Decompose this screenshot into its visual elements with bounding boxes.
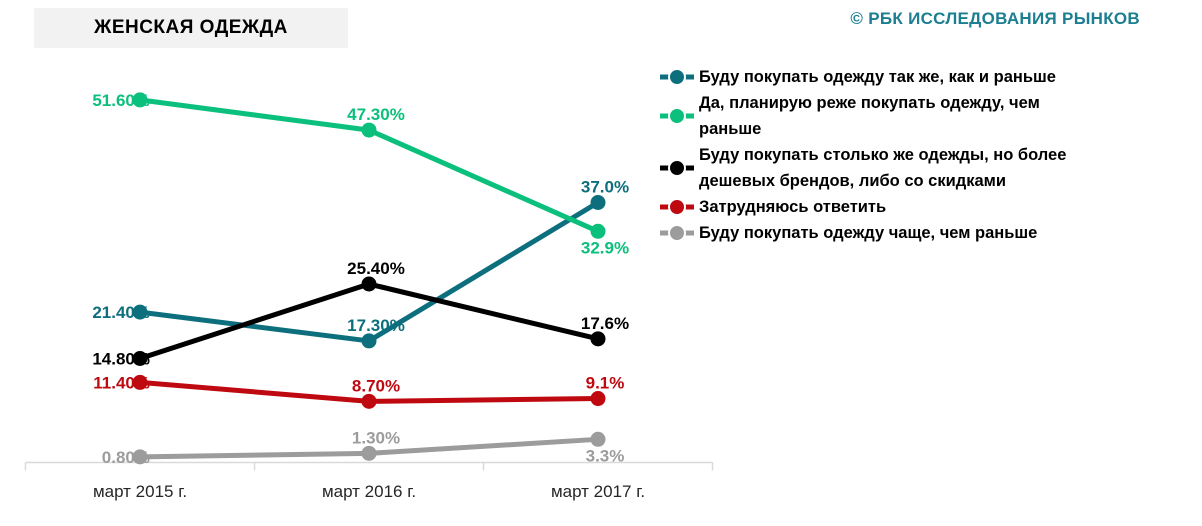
data-point	[132, 350, 148, 366]
x-axis-label: март 2016 г.	[322, 482, 416, 501]
data-point	[132, 449, 148, 465]
data-point	[132, 92, 148, 108]
data-point	[361, 276, 377, 292]
legend-item-2: Да, планирую реже покупать одежду, чем р…	[660, 90, 1170, 142]
data-label: 8.70%	[352, 376, 400, 395]
legend-label: Буду покупать одежду так же, как и раньш…	[699, 68, 1056, 86]
legend-item-5: Буду покупать одежду чаще, чем раньше	[660, 220, 1170, 246]
copyright-text: © РБК ИССЛЕДОВАНИЯ РЫНКОВ	[850, 9, 1140, 28]
data-point	[590, 391, 606, 407]
legend-label: Затрудняюсь ответить	[699, 198, 887, 216]
x-axis-label: март 2017 г.	[551, 482, 645, 501]
data-point	[361, 445, 377, 461]
data-label: 11.40%	[93, 373, 150, 392]
data-label: 14.80%	[92, 349, 150, 368]
legend-label: Буду покупать столько же одежды, но боле…	[699, 146, 1067, 190]
data-label: 1.30%	[352, 428, 400, 447]
data-label: 51.60%	[92, 91, 150, 110]
legend-item-4: Затрудняюсь ответить	[660, 194, 1170, 220]
data-label: 17.30%	[347, 316, 405, 335]
data-point	[590, 431, 606, 447]
legend-item-1: Буду покупать одежду так же, как и раньш…	[660, 64, 1170, 90]
data-label: 32.9%	[581, 238, 629, 257]
legend-label: Буду покупать одежду чаще, чем раньше	[699, 224, 1038, 242]
legend-marker-line-dot-icon	[660, 198, 694, 216]
chart-title: ЖЕНСКАЯ ОДЕЖДА	[94, 17, 288, 38]
data-label: 47.30%	[347, 105, 405, 124]
data-label: 21.40%	[92, 303, 150, 322]
data-point	[590, 223, 606, 239]
x-axis-label: март 2015 г.	[93, 482, 187, 501]
data-point	[590, 194, 606, 210]
chart-legend: Буду покупать одежду так же, как и раньш…	[660, 64, 1170, 246]
legend-marker-line-dot-icon	[660, 107, 694, 125]
legend-label: Да, планирую реже покупать одежду, чем р…	[699, 94, 1040, 138]
data-point	[132, 304, 148, 320]
data-point	[361, 333, 377, 349]
data-point	[361, 393, 377, 409]
data-label: 0.80%	[102, 448, 150, 467]
legend-marker-line-dot-icon	[660, 224, 694, 242]
data-label: 9.1%	[586, 374, 625, 393]
data-point	[590, 331, 606, 347]
legend-marker-line-dot-icon	[660, 159, 694, 177]
data-point	[132, 374, 148, 390]
data-label: 17.6%	[581, 314, 629, 333]
data-label: 37.0%	[581, 177, 629, 196]
data-point	[361, 122, 377, 138]
data-label: 25.40%	[347, 259, 405, 278]
legend-item-3: Буду покупать столько же одежды, но боле…	[660, 142, 1170, 194]
chart-title-box: ЖЕНСКАЯ ОДЕЖДА	[34, 8, 348, 48]
legend-marker-line-dot-icon	[660, 68, 694, 86]
data-label: 3.3%	[586, 446, 625, 465]
